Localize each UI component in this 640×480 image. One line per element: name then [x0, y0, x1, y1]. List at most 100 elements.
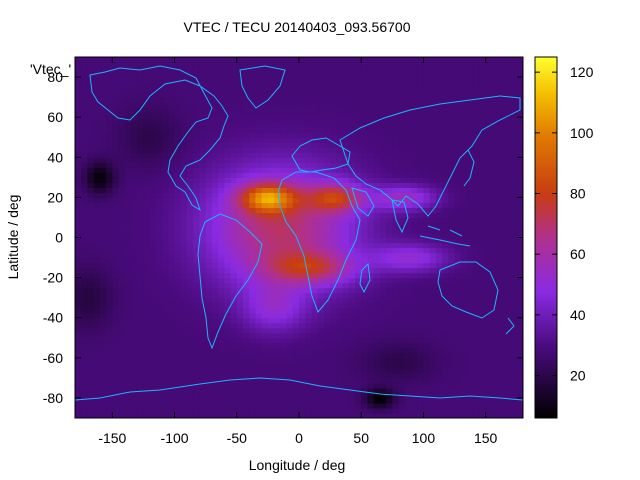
heatmap-cell	[187, 202, 194, 209]
heatmap-cell	[99, 217, 107, 224]
heatmap-cell	[112, 217, 120, 224]
heatmap-cell	[404, 217, 412, 224]
heatmap-cell	[211, 192, 219, 198]
heatmap-cell	[162, 397, 169, 404]
heatmap-cell	[286, 412, 294, 418]
heatmap-cell	[199, 197, 207, 203]
heatmap-cell	[311, 207, 319, 214]
heatmap-cell	[99, 297, 107, 304]
heatmap-cell	[516, 242, 523, 249]
heatmap-cell	[75, 257, 82, 264]
heatmap-cell	[99, 197, 107, 203]
heatmap-cell	[187, 82, 194, 88]
heatmap-cell	[429, 252, 437, 259]
heatmap-cell	[99, 382, 107, 389]
heatmap-cell	[510, 232, 518, 239]
heatmap-cell	[479, 392, 487, 399]
heatmap-cell	[193, 412, 201, 418]
heatmap-cell	[392, 107, 400, 113]
heatmap-cell	[124, 242, 132, 249]
heatmap-cell	[404, 77, 412, 83]
heatmap-cell	[168, 197, 176, 203]
heatmap-cell	[174, 137, 182, 143]
heatmap-cell	[435, 382, 443, 389]
heatmap-cell	[454, 257, 462, 264]
heatmap-cell	[460, 112, 468, 118]
heatmap-cell	[386, 282, 393, 289]
heatmap-cell	[448, 387, 456, 394]
heatmap-cell	[75, 232, 82, 239]
heatmap-cell	[143, 212, 151, 219]
heatmap-cell	[467, 112, 474, 118]
heatmap-cell	[199, 137, 207, 143]
heatmap-cell	[224, 282, 232, 289]
heatmap-cell	[323, 272, 331, 279]
heatmap-cell	[454, 292, 462, 299]
heatmap-cell	[99, 137, 107, 143]
heatmap-cell	[305, 242, 313, 249]
heatmap-cell	[267, 317, 275, 324]
heatmap-cell	[361, 137, 369, 143]
heatmap-cell	[255, 202, 263, 209]
heatmap-cell	[112, 267, 120, 274]
heatmap-cell	[491, 277, 499, 284]
heatmap-cell	[479, 212, 487, 219]
heatmap-cell	[118, 397, 126, 404]
heatmap-cell	[118, 267, 126, 274]
heatmap-cell	[317, 147, 325, 153]
heatmap-cell	[124, 152, 132, 158]
heatmap-cell	[292, 137, 300, 143]
heatmap-cell	[460, 222, 468, 229]
heatmap-cell	[317, 267, 325, 274]
heatmap-cell	[180, 287, 188, 294]
heatmap-cell	[454, 277, 462, 284]
heatmap-cell	[373, 132, 381, 138]
heatmap-cell	[379, 287, 387, 294]
heatmap-cell	[286, 362, 294, 369]
heatmap-cell	[112, 122, 120, 128]
heatmap-cell	[99, 122, 107, 128]
heatmap-cell	[485, 257, 493, 264]
heatmap-cell	[411, 397, 418, 404]
heatmap-cell	[411, 142, 418, 148]
heatmap-cell	[491, 402, 499, 409]
heatmap-cell	[274, 127, 281, 133]
heatmap-cell	[491, 242, 499, 249]
heatmap-cell	[274, 147, 281, 153]
heatmap-cell	[423, 87, 431, 93]
heatmap-cell	[211, 362, 219, 369]
heatmap-cell	[162, 317, 169, 324]
heatmap-cell	[162, 92, 169, 98]
heatmap-cell	[180, 342, 188, 349]
heatmap-cell	[435, 107, 443, 113]
heatmap-cell	[442, 267, 449, 274]
heatmap-cell	[386, 387, 393, 394]
heatmap-cell	[267, 412, 275, 418]
heatmap-cell	[404, 117, 412, 123]
heatmap-cell	[174, 277, 182, 284]
heatmap-cell	[286, 307, 294, 314]
heatmap-cell	[460, 282, 468, 289]
heatmap-cell	[479, 192, 487, 198]
heatmap-cell	[342, 392, 350, 399]
heatmap-cell	[498, 132, 505, 138]
heatmap-cell	[367, 397, 375, 404]
heatmap-cell	[211, 272, 219, 279]
heatmap-cell	[423, 137, 431, 143]
heatmap-cell	[124, 237, 132, 244]
heatmap-cell	[255, 87, 263, 93]
heatmap-cell	[236, 302, 244, 309]
heatmap-cell	[193, 287, 201, 294]
heatmap-cell	[510, 397, 518, 404]
heatmap-cell	[404, 202, 412, 209]
heatmap-cell	[180, 172, 188, 178]
heatmap-cell	[118, 227, 126, 234]
heatmap-cell	[93, 232, 101, 239]
heatmap-cell	[280, 402, 288, 409]
heatmap-cell	[392, 382, 400, 389]
heatmap-cell	[131, 322, 138, 329]
heatmap-cell	[255, 392, 263, 399]
heatmap-cell	[305, 162, 313, 168]
heatmap-cell	[392, 292, 400, 299]
heatmap-cell	[168, 142, 176, 148]
